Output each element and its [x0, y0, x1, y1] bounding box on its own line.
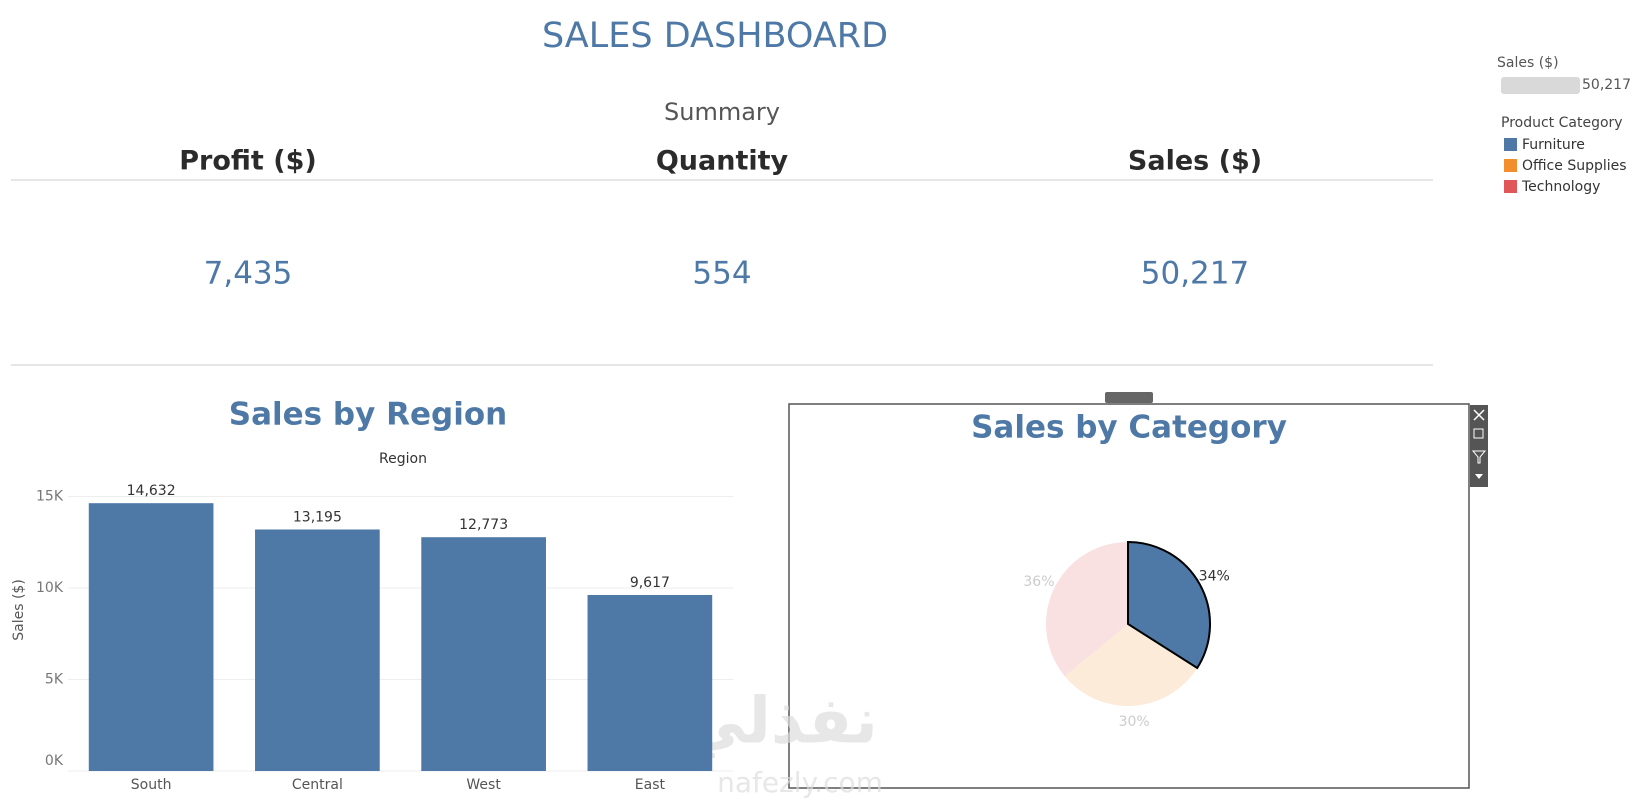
legend-swatch — [1504, 138, 1517, 151]
y-axis-title: Sales ($) — [11, 579, 27, 641]
more-options-icon[interactable] — [1475, 474, 1483, 479]
legend-label: Furniture — [1522, 137, 1585, 153]
data-label: 34% — [1199, 569, 1230, 585]
dashboard-title: SALES DASHBOARD — [542, 16, 888, 56]
legend-size-bar — [1501, 77, 1580, 94]
x-tick-label: South — [131, 777, 172, 793]
bar — [88, 503, 214, 771]
filter-icon[interactable] — [1471, 450, 1487, 464]
data-label: 13,195 — [293, 509, 342, 525]
pie-slice — [1127, 540, 1211, 670]
kpi-value: 554 — [692, 256, 751, 292]
y-tick-label: 10K — [36, 580, 64, 596]
legend-label: Technology — [1521, 179, 1600, 195]
legend-swatch — [1504, 159, 1517, 172]
y-tick-label: 15K — [36, 488, 64, 504]
summary-title: Summary — [664, 98, 780, 126]
legend-title: Sales ($) — [1497, 55, 1559, 71]
pie-slice — [1064, 624, 1198, 707]
bar — [421, 537, 546, 771]
legend-swatch — [1504, 180, 1517, 193]
bar — [587, 594, 713, 771]
data-label: 14,632 — [127, 483, 176, 499]
kpi-value: 50,217 — [1141, 256, 1249, 292]
kpi-value: 7,435 — [204, 256, 293, 292]
y-tick-label: 0K — [45, 753, 64, 769]
pie-slice — [1046, 542, 1128, 677]
zone-toolbar — [1470, 405, 1488, 487]
chart-title: Sales by Region — [229, 397, 507, 433]
move-handle[interactable] — [1105, 392, 1153, 403]
kpi-header: Profit ($) — [179, 146, 316, 177]
data-label: 36% — [1023, 574, 1054, 590]
legend-label: Office Supplies — [1522, 158, 1627, 174]
data-label: 30% — [1119, 714, 1150, 730]
kpi-header: Quantity — [656, 146, 789, 177]
x-axis-title: Region — [379, 451, 427, 467]
data-label: 9,617 — [630, 575, 670, 591]
data-label: 12,773 — [459, 517, 508, 533]
legend-value: 50,217 — [1582, 77, 1631, 93]
kpi-header: Sales ($) — [1128, 146, 1262, 177]
use-as-filter-icon[interactable] — [1473, 428, 1484, 439]
x-tick-label: West — [466, 777, 501, 793]
legend-title: Product Category — [1501, 115, 1623, 131]
bar — [255, 529, 380, 771]
y-tick-label: 5K — [45, 671, 64, 687]
selected-zone[interactable] — [788, 403, 1470, 789]
x-tick-label: Central — [292, 777, 343, 793]
watermark: نفذلي — [682, 685, 878, 759]
x-tick-label: East — [635, 777, 666, 793]
watermark: nafezly.com — [717, 766, 883, 799]
chart-title: Sales by Category — [971, 410, 1287, 446]
close-icon[interactable] — [1473, 409, 1485, 421]
